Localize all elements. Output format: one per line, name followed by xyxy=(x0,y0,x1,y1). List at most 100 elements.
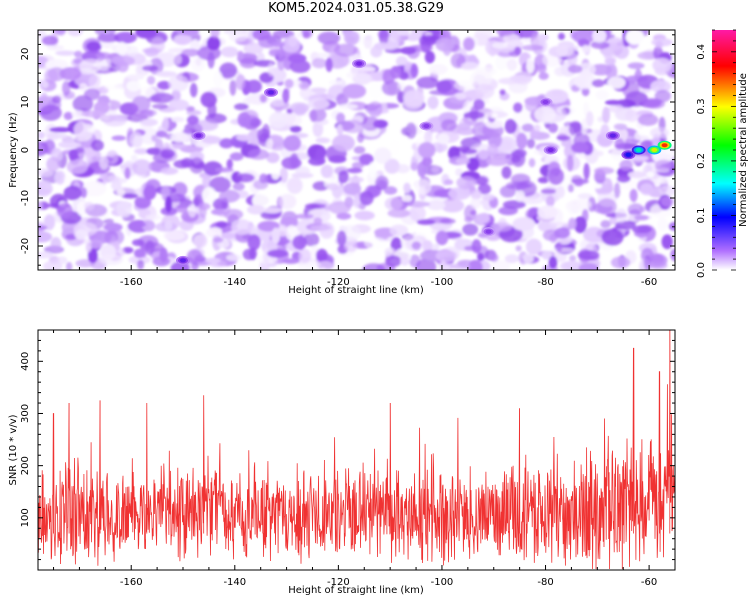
x-tick-label: -160 xyxy=(120,277,143,288)
heatmap-blob xyxy=(215,221,228,229)
heatmap-blob xyxy=(389,30,410,42)
heatmap-blob xyxy=(271,170,280,180)
heatmap-blob xyxy=(556,242,563,252)
heatmap-blob xyxy=(533,124,541,132)
heatmap-blob xyxy=(283,135,302,152)
heatmap-blob xyxy=(130,221,146,228)
heatmap-blob xyxy=(320,164,334,179)
heatmap-blob xyxy=(591,79,605,88)
heatmap-blob xyxy=(573,73,597,90)
heatmap-blob xyxy=(164,220,173,231)
heatmap-blob xyxy=(311,58,327,69)
heatmap-blob xyxy=(259,94,268,103)
heatmap-blob xyxy=(367,101,383,118)
heatmap-blob xyxy=(424,130,433,144)
heatmap-blob xyxy=(199,205,207,219)
heatmap-blob xyxy=(448,187,471,201)
heatmap-blob xyxy=(173,53,182,65)
heatmap-blob xyxy=(271,98,285,107)
heatmap-blob xyxy=(374,147,392,164)
heatmap-blob xyxy=(567,45,579,52)
heatmap-blob xyxy=(521,196,544,205)
heatmap-blob xyxy=(337,53,350,67)
heatmap-blob xyxy=(504,119,517,134)
heatmap-blob xyxy=(435,230,449,246)
heatmap-blob xyxy=(107,175,120,183)
heatmap-blob xyxy=(573,216,587,234)
heatmap-blob xyxy=(496,30,515,36)
heatmap-blob xyxy=(146,147,162,155)
heatmap-blob xyxy=(353,146,366,154)
heatmap-blob xyxy=(99,156,109,170)
heatmap-blob xyxy=(81,110,105,118)
heatmap-blob xyxy=(74,229,88,241)
heatmap-blob xyxy=(247,204,265,215)
x-tick-label: -60 xyxy=(641,277,657,288)
heatmap-blob xyxy=(609,216,617,225)
heatmap-blob xyxy=(58,140,82,149)
heatmap-blob xyxy=(59,67,82,81)
heatmap-blob xyxy=(126,80,141,92)
y-tick-label: 200 xyxy=(20,456,31,475)
heatmap-blob xyxy=(144,47,159,57)
x-tick-label: -60 xyxy=(641,577,657,588)
heatmap-blob xyxy=(475,67,497,76)
heatmap-blob xyxy=(625,30,645,45)
colorbar-label: Normalized spectral amplitude xyxy=(738,73,749,227)
heatmap-blob xyxy=(137,259,145,270)
heatmap-blob xyxy=(293,104,307,116)
heatmap-blob xyxy=(201,187,217,204)
heatmap-blob xyxy=(501,166,512,179)
heatmap-blob xyxy=(581,44,590,53)
heatmap-blob xyxy=(435,37,455,52)
snr-series-line xyxy=(38,330,675,570)
heatmap-blob xyxy=(84,201,95,211)
heatmap-blob xyxy=(277,54,286,71)
heatmap-blob xyxy=(39,104,62,121)
heatmap-blob xyxy=(46,156,61,172)
heatmap-blob xyxy=(346,167,363,174)
heatmap-blob xyxy=(577,193,593,200)
heatmap-blob xyxy=(155,130,168,138)
heatmap-blob xyxy=(359,153,374,166)
heatmap-blob xyxy=(292,235,307,250)
heatmap-blob xyxy=(308,108,327,122)
heatmap-blob xyxy=(296,32,303,38)
heatmap-blob xyxy=(615,208,627,223)
heatmap-blob xyxy=(487,143,498,157)
heatmap-blob xyxy=(595,150,604,157)
heatmap-blob xyxy=(38,131,45,139)
heatmap-blob xyxy=(486,156,509,166)
heatmap-blob xyxy=(200,91,217,108)
heatmap-blob xyxy=(383,186,398,195)
heatmap-blob xyxy=(336,112,345,124)
heatmap-blob xyxy=(165,195,173,213)
heatmap-blob xyxy=(362,263,386,270)
heatmap-blob xyxy=(522,253,534,264)
heatmap-blob xyxy=(416,219,436,225)
heatmap-blob xyxy=(566,154,574,172)
heatmap-blob xyxy=(596,198,617,216)
heatmap-blob xyxy=(282,88,290,104)
heatmap-blob xyxy=(506,58,518,71)
heatmap-blob xyxy=(417,142,436,159)
heatmap-blob xyxy=(190,32,201,43)
y-tick-label: 400 xyxy=(20,352,31,371)
heatmap-blob xyxy=(313,217,323,225)
heatmap-blob xyxy=(477,252,485,262)
heatmap-blob xyxy=(395,56,408,67)
heatmap-blob xyxy=(289,59,311,73)
heatmap-blob xyxy=(440,198,465,213)
heatmap-blob xyxy=(615,220,636,230)
heatmap-blob xyxy=(44,68,58,84)
heatmap-blob xyxy=(595,89,609,100)
heatmap-blob xyxy=(443,179,454,185)
heatmap-blob xyxy=(437,133,450,145)
snr-frame xyxy=(37,329,676,571)
heatmap-blob xyxy=(159,247,168,263)
heatmap-blob xyxy=(389,224,409,237)
heatmap-blob xyxy=(449,263,472,270)
heatmap-blob xyxy=(594,167,615,175)
heatmap-blob xyxy=(548,122,558,134)
